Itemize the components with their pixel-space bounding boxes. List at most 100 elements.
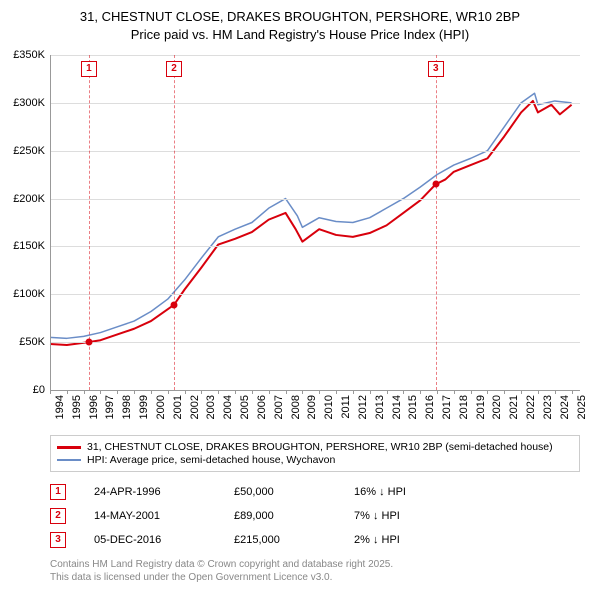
x-axis-label: 2008 bbox=[290, 395, 302, 419]
x-axis-label: 2012 bbox=[357, 395, 369, 419]
title-line-1: 31, CHESTNUT CLOSE, DRAKES BROUGHTON, PE… bbox=[10, 8, 590, 26]
x-tick bbox=[471, 390, 472, 394]
x-tick bbox=[437, 390, 438, 394]
title-line-2: Price paid vs. HM Land Registry's House … bbox=[10, 26, 590, 44]
y-axis-label: £100K bbox=[0, 288, 45, 300]
x-axis-label: 2010 bbox=[323, 395, 335, 419]
sales-num-box: 1 bbox=[50, 484, 66, 500]
x-axis-label: 2007 bbox=[273, 395, 285, 419]
x-tick bbox=[538, 390, 539, 394]
gridline bbox=[50, 55, 580, 56]
x-tick bbox=[370, 390, 371, 394]
x-axis-label: 2020 bbox=[491, 395, 503, 419]
x-tick bbox=[319, 390, 320, 394]
sales-num-box: 2 bbox=[50, 508, 66, 524]
x-tick bbox=[572, 390, 573, 394]
sales-price: £89,000 bbox=[234, 510, 354, 522]
x-tick bbox=[353, 390, 354, 394]
x-axis-label: 2006 bbox=[256, 395, 268, 419]
sale-marker-box: 2 bbox=[166, 61, 182, 77]
sales-delta: 7% ↓ HPI bbox=[354, 510, 494, 522]
x-axis-label: 1995 bbox=[71, 395, 83, 419]
x-axis-label: 2005 bbox=[239, 395, 251, 419]
sales-date: 05-DEC-2016 bbox=[94, 534, 234, 546]
chart-title: 31, CHESTNUT CLOSE, DRAKES BROUGHTON, PE… bbox=[0, 0, 600, 43]
x-tick bbox=[487, 390, 488, 394]
x-axis-label: 2013 bbox=[374, 395, 386, 419]
gridline bbox=[50, 103, 580, 104]
x-axis-label: 1998 bbox=[121, 395, 133, 419]
y-axis bbox=[50, 55, 51, 390]
x-tick bbox=[67, 390, 68, 394]
sale-dot bbox=[85, 339, 92, 346]
x-tick bbox=[269, 390, 270, 394]
sales-price: £215,000 bbox=[234, 534, 354, 546]
x-tick bbox=[100, 390, 101, 394]
legend-swatch bbox=[57, 459, 81, 461]
legend: 31, CHESTNUT CLOSE, DRAKES BROUGHTON, PE… bbox=[50, 435, 580, 472]
x-tick bbox=[555, 390, 556, 394]
y-axis-label: £250K bbox=[0, 145, 45, 157]
x-axis-label: 1996 bbox=[88, 395, 100, 419]
gridline bbox=[50, 199, 580, 200]
x-tick bbox=[504, 390, 505, 394]
x-axis-label: 2002 bbox=[189, 395, 201, 419]
sales-num-box: 3 bbox=[50, 532, 66, 548]
chart-svg bbox=[50, 55, 580, 390]
sale-vline bbox=[436, 55, 437, 390]
x-tick bbox=[235, 390, 236, 394]
sales-delta: 16% ↓ HPI bbox=[354, 486, 494, 498]
x-tick bbox=[420, 390, 421, 394]
x-axis bbox=[50, 390, 580, 391]
y-axis-label: £350K bbox=[0, 49, 45, 61]
x-axis-label: 2018 bbox=[458, 395, 470, 419]
gridline bbox=[50, 342, 580, 343]
x-tick bbox=[336, 390, 337, 394]
y-axis-label: £150K bbox=[0, 240, 45, 252]
y-axis-label: £50K bbox=[0, 336, 45, 348]
x-axis-label: 2015 bbox=[407, 395, 419, 419]
x-tick bbox=[134, 390, 135, 394]
x-axis-label: 1994 bbox=[54, 395, 66, 419]
x-axis-label: 2017 bbox=[441, 395, 453, 419]
x-tick bbox=[185, 390, 186, 394]
legend-item: 31, CHESTNUT CLOSE, DRAKES BROUGHTON, PE… bbox=[57, 441, 573, 453]
x-tick bbox=[151, 390, 152, 394]
series-line bbox=[50, 93, 572, 338]
x-axis-label: 2025 bbox=[576, 395, 588, 419]
y-axis-label: £200K bbox=[0, 193, 45, 205]
footer-line-2: This data is licensed under the Open Gov… bbox=[50, 571, 393, 584]
legend-label: 31, CHESTNUT CLOSE, DRAKES BROUGHTON, PE… bbox=[87, 441, 553, 453]
x-tick bbox=[50, 390, 51, 394]
x-axis-label: 2003 bbox=[205, 395, 217, 419]
sales-row: 3 05-DEC-2016£215,0002% ↓ HPI bbox=[50, 528, 580, 552]
x-axis-label: 1999 bbox=[138, 395, 150, 419]
x-tick bbox=[252, 390, 253, 394]
x-axis-label: 2021 bbox=[508, 395, 520, 419]
x-axis-label: 2004 bbox=[222, 395, 234, 419]
sales-delta: 2% ↓ HPI bbox=[354, 534, 494, 546]
y-axis-label: £300K bbox=[0, 97, 45, 109]
gridline bbox=[50, 151, 580, 152]
x-tick bbox=[302, 390, 303, 394]
legend-swatch bbox=[57, 446, 81, 449]
x-tick bbox=[454, 390, 455, 394]
x-tick bbox=[84, 390, 85, 394]
x-axis-label: 1997 bbox=[104, 395, 116, 419]
x-tick bbox=[403, 390, 404, 394]
x-axis-label: 2001 bbox=[172, 395, 184, 419]
x-tick bbox=[521, 390, 522, 394]
x-axis-label: 2009 bbox=[306, 395, 318, 419]
x-tick bbox=[117, 390, 118, 394]
sale-marker-box: 3 bbox=[428, 61, 444, 77]
sales-table: 124-APR-1996£50,00016% ↓ HPI214-MAY-2001… bbox=[50, 480, 580, 552]
x-axis-label: 2011 bbox=[340, 395, 352, 419]
footer-attribution: Contains HM Land Registry data © Crown c… bbox=[50, 558, 393, 584]
sale-dot bbox=[171, 301, 178, 308]
x-axis-label: 2024 bbox=[559, 395, 571, 419]
x-tick bbox=[218, 390, 219, 394]
legend-label: HPI: Average price, semi-detached house,… bbox=[87, 454, 335, 466]
footer-line-1: Contains HM Land Registry data © Crown c… bbox=[50, 558, 393, 571]
x-axis-label: 2016 bbox=[424, 395, 436, 419]
x-tick bbox=[168, 390, 169, 394]
